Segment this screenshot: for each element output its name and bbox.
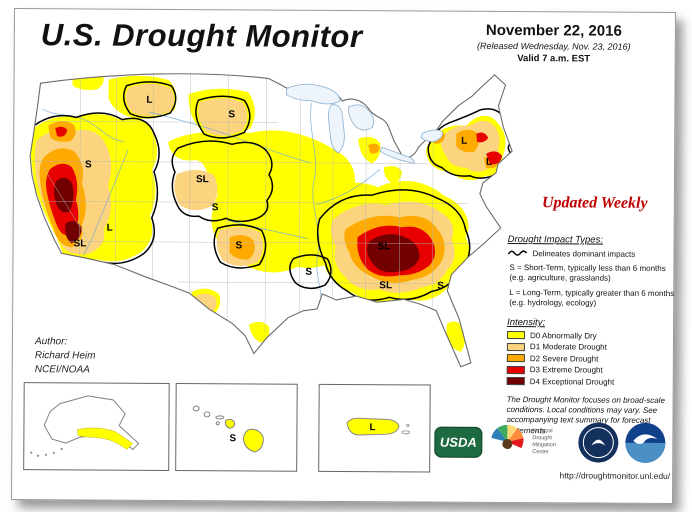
d1-swatch (506, 342, 525, 351)
impact-label-panhandle: S (236, 240, 243, 251)
drought-monitor-url[interactable]: http://droughtmonitor.unl.edu/ (559, 470, 671, 482)
d2-swatch (506, 354, 525, 363)
hawaii-islands (192, 405, 225, 426)
d0-swatch (506, 331, 526, 340)
page-title: U.S. Drought Monitor (40, 17, 363, 55)
noaa-logo (625, 422, 666, 463)
updated-weekly-note: Updated Weekly (541, 194, 648, 212)
legend-row-d4: D4 Exceptional Drought (506, 376, 675, 387)
impact-label-tennessee: SL (378, 241, 391, 252)
d3-label: D3 Extreme Drought (529, 365, 603, 375)
impact-label-newengland: L (486, 157, 492, 168)
logo-row: USDA National Drought Mitigation Center (434, 416, 670, 469)
vieques-culebra (401, 423, 411, 435)
squiggle-line-icon (507, 250, 528, 256)
drought-monitor-sheet: U.S. Drought Monitor November 22, 2016 (… (10, 8, 676, 505)
hawaii-inset: S (175, 382, 298, 472)
impact-types-heading: Drought Impact Types: (507, 234, 604, 246)
great-lakes (286, 83, 443, 164)
usda-logo: USDA (434, 426, 483, 458)
d4-swatch (506, 377, 525, 386)
map-impact-labels: L S SL S S S SL SL S S L SL L L (74, 95, 493, 292)
author-block: Author: Richard Heim NCEI/NOAA (35, 335, 96, 377)
date-block: November 22, 2016 (Released Wednesday, N… (435, 22, 673, 65)
impact-delineation-outlines (31, 81, 512, 301)
legend-row-d0: D0 Abnormally Dry (506, 330, 675, 341)
legend-row-d2: D2 Severe Drought (506, 353, 675, 364)
legend-panel: Drought Impact Types: Delineates dominan… (506, 234, 675, 437)
ndmc-caption: National Drought Mitigation Center (532, 427, 556, 456)
impact-label-wyoming: SL (196, 174, 209, 185)
impact-label-newyork: L (461, 136, 467, 147)
map-date: November 22, 2016 (485, 21, 622, 40)
impact-label-nevada: L (107, 223, 113, 234)
puerto-rico-impact-label: L (369, 422, 375, 433)
aleutian-islands (30, 447, 63, 457)
impact-label-georgia: S (437, 281, 444, 292)
alaska-inset (23, 382, 170, 471)
d1-label: D1 Moderate Drought (529, 342, 607, 352)
intensity-heading: Intensity: (507, 317, 546, 329)
long-term-definition: L = Long-Term, typically greater than 6 … (509, 288, 675, 308)
usda-logo-text: USDA (439, 434, 477, 450)
author-name: Richard Heim (34, 350, 96, 362)
author-label: Author: (34, 336, 68, 348)
release-date: (Released Wednesday, Nov. 23, 2016) (476, 40, 631, 52)
impact-label-louisiana: S (305, 267, 312, 278)
impact-label-oregon: S (85, 159, 92, 170)
puerto-rico-shape (346, 417, 400, 436)
puerto-rico-inset: L (318, 383, 431, 473)
impact-label-california: SL (74, 238, 87, 249)
impact-label-colorado: S (212, 202, 219, 213)
d2-label: D2 Severe Drought (529, 353, 599, 364)
ndmc-logo (491, 425, 524, 450)
hawaii-impact-label: S (229, 433, 236, 444)
impact-label-dakotas: S (228, 109, 235, 120)
d0-label: D0 Abnormally Dry (529, 330, 597, 341)
delineates-label: Delineates dominant impacts (532, 249, 636, 259)
alaska-shape (30, 395, 140, 457)
d4-label: D4 Exceptional Drought (529, 376, 615, 387)
commerce-seal-logo (578, 422, 619, 463)
short-term-definition: S = Short-Term, typically less than 6 mo… (509, 263, 666, 283)
legend-row-d3: D3 Extreme Drought (506, 365, 675, 375)
drought-layer-d4 (54, 177, 420, 273)
impact-label-montana: L (146, 95, 152, 106)
state-borders (32, 72, 480, 333)
valid-time: Valid 7 a.m. EST (517, 53, 591, 65)
conus-map: L S SL S S S SL SL S S L SL L L (29, 72, 513, 368)
impact-label-alabama: SL (379, 280, 392, 291)
author-org: NCEI/NOAA (34, 364, 90, 376)
legend-row-d1: D1 Moderate Drought (506, 342, 675, 352)
d3-swatch (506, 365, 525, 374)
